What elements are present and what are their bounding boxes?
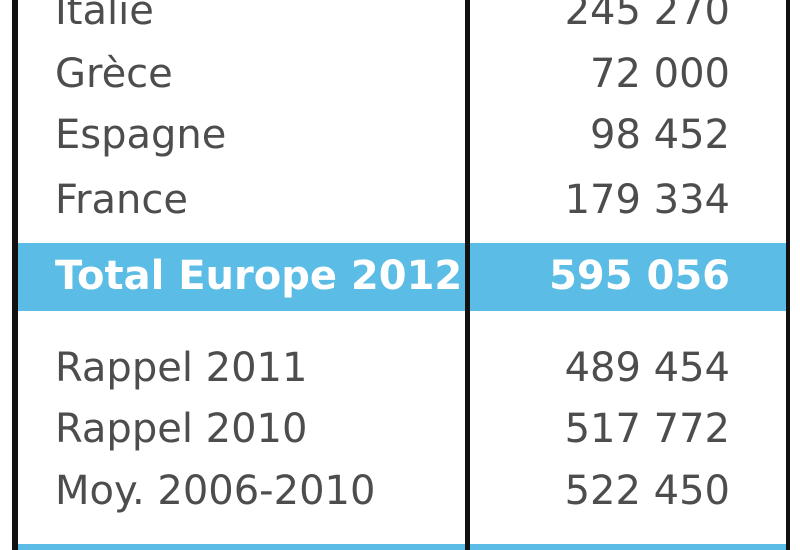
recall-value: 517 772 [564, 406, 730, 452]
country-value: 179 334 [564, 177, 730, 223]
country-value: 245 270 [564, 0, 730, 34]
column-divider [465, 0, 470, 550]
right-border [786, 0, 790, 550]
country-label: Italie [55, 0, 154, 34]
total-value: 595 056 [549, 253, 730, 299]
bottom-band [18, 544, 786, 550]
country-value: 72 000 [590, 51, 730, 97]
recall-label: Moy. 2006-2010 [55, 468, 376, 514]
total-label: Total Europe 2012 [55, 253, 463, 299]
recall-value: 489 454 [564, 345, 730, 391]
country-label: Espagne [55, 112, 227, 158]
recall-label: Rappel 2010 [55, 406, 308, 452]
recall-value: 522 450 [564, 468, 730, 514]
left-border [12, 0, 18, 550]
country-label: France [55, 177, 189, 223]
country-label: Grèce [55, 51, 173, 97]
total-band [18, 243, 786, 311]
country-value: 98 452 [590, 112, 730, 158]
recall-label: Rappel 2011 [55, 345, 308, 391]
